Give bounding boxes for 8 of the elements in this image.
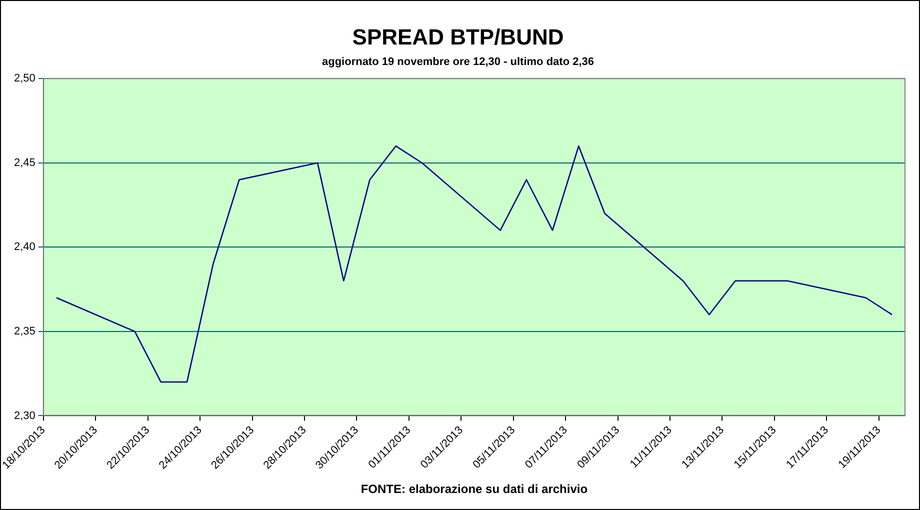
- y-tick-label: 2,30: [14, 410, 36, 422]
- y-tick-label: 2,40: [14, 241, 36, 254]
- chart-title: SPREAD BTP/BUND: [352, 24, 564, 50]
- chart-subtitle: aggiornato 19 novembre ore 12,30 - ultimo dato 2,36: [322, 56, 594, 68]
- y-tick-label: 2,50: [14, 72, 36, 85]
- y-tick-label: 2,45: [14, 156, 36, 169]
- source-note: FONTE: elaborazione su dati di archivio: [360, 482, 588, 496]
- y-tick-label: 2,35: [14, 325, 36, 338]
